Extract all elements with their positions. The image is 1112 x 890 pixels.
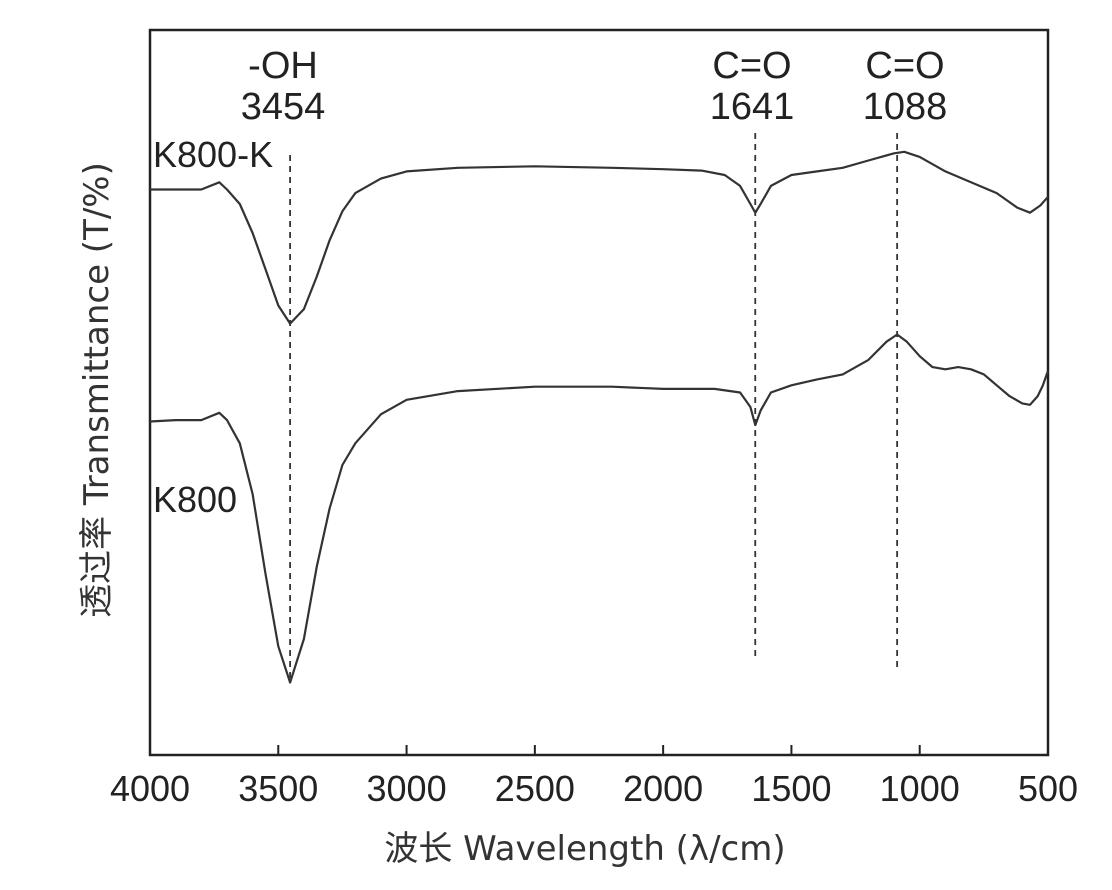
annotation-wavenumber: 3454 <box>241 86 326 128</box>
annotation-wavenumber: 1088 <box>863 86 948 128</box>
series-line-k800-k <box>150 150 1049 325</box>
x-axis-title: 波长 Wavelength (λ/cm) <box>384 829 785 869</box>
x-ticks: 4000 3500 3000 2500 2000 1500 1000 500 <box>110 745 1078 809</box>
x-tick-label: 4000 <box>110 768 190 809</box>
plot-frame <box>148 28 1050 757</box>
x-tick-label: 1500 <box>751 768 831 809</box>
x-tick-label: 3500 <box>238 768 318 809</box>
x-tick-label: 1000 <box>880 768 960 809</box>
annotation-group: -OH <box>248 45 318 87</box>
series-label-k800: K800 <box>153 479 237 520</box>
annotation-group: C=O <box>865 45 944 87</box>
x-tick-label: 3000 <box>367 768 447 809</box>
x-tick-label: 2500 <box>495 768 575 809</box>
annotation-group: C=O <box>712 45 791 87</box>
x-tick-label: 2000 <box>623 768 703 809</box>
annotation-wavenumber: 1641 <box>710 86 795 128</box>
series-label-k800-k: K800-K <box>153 134 273 175</box>
x-tick-label: 500 <box>1018 768 1078 809</box>
y-axis-title: 透过率 Transmittance (T/%) <box>77 162 117 618</box>
series-line-k800 <box>149 333 1050 684</box>
spectra <box>149 150 1050 684</box>
peak-reference-lines <box>289 133 899 680</box>
